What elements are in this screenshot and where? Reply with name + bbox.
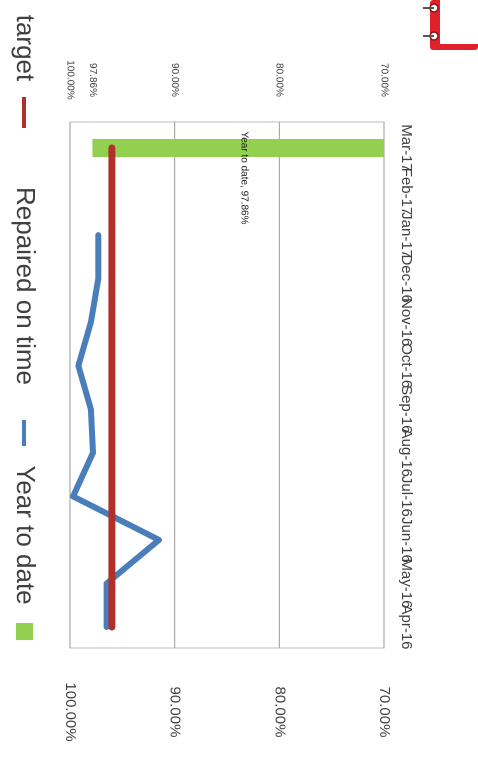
x-tick-label: Dec-16 [398,254,415,302]
y-tick-label: 80.00% [271,687,288,738]
secondary-tick-label: 100.00% [64,60,75,100]
secondary-tick-label: 70.00% [378,63,389,97]
secondary-axis-labels: 100.00% 90.00% 80.00% 70.00% 97.86% [64,60,389,100]
x-tick-label: Jul-16 [398,476,415,517]
y-tick-label: 90.00% [167,687,184,738]
plot-area [69,121,385,649]
legend-label-year-to-date: Year to date [11,465,41,604]
legend-label-repaired-on-time: Repaired on time [11,187,41,385]
bars [92,139,384,157]
x-tick-label: May-16 [398,558,415,608]
bar-year-to-date [92,139,384,157]
legend: Year to date Repaired on time target [11,15,41,640]
x-tick-label: Aug-16 [398,429,415,477]
x-tick-label: Feb-17 [398,168,415,216]
y-tick-label: 70.00% [376,687,393,738]
legend-marker-year-to-date [16,623,33,640]
x-tick-label: Jun-16 [398,517,415,563]
series-lines [70,144,162,631]
line-repaired-on-time [70,232,162,630]
legend-label-target: target [11,15,41,82]
x-tick-label: Mar-17 [398,124,415,172]
secondary-value-label: 97.86% [87,63,98,97]
x-tick-label: Sep-16 [398,385,415,433]
secondary-tick-label: 90.00% [169,63,180,97]
y-axis-labels: 100.00% 90.00% 80.00% 70.00% [62,682,393,741]
x-tick-label: Jan-17 [398,212,415,258]
data-label: Year to date, 97.86% [238,131,249,224]
x-tick-label: Oct-16 [398,343,415,388]
y-tick-label: 100.00% [62,682,79,741]
data-labels: Year to date, 97.86% [238,131,249,224]
x-tick-label: Apr-16 [398,604,415,649]
gridlines [69,122,385,648]
x-tick-label: Nov-16 [398,298,415,346]
secondary-tick-label: 80.00% [274,63,285,97]
x-axis-labels: Apr-16May-16Jun-16Jul-16Aug-16Sep-16Oct-… [398,124,415,649]
red-binder-clip-icon [423,0,478,50]
